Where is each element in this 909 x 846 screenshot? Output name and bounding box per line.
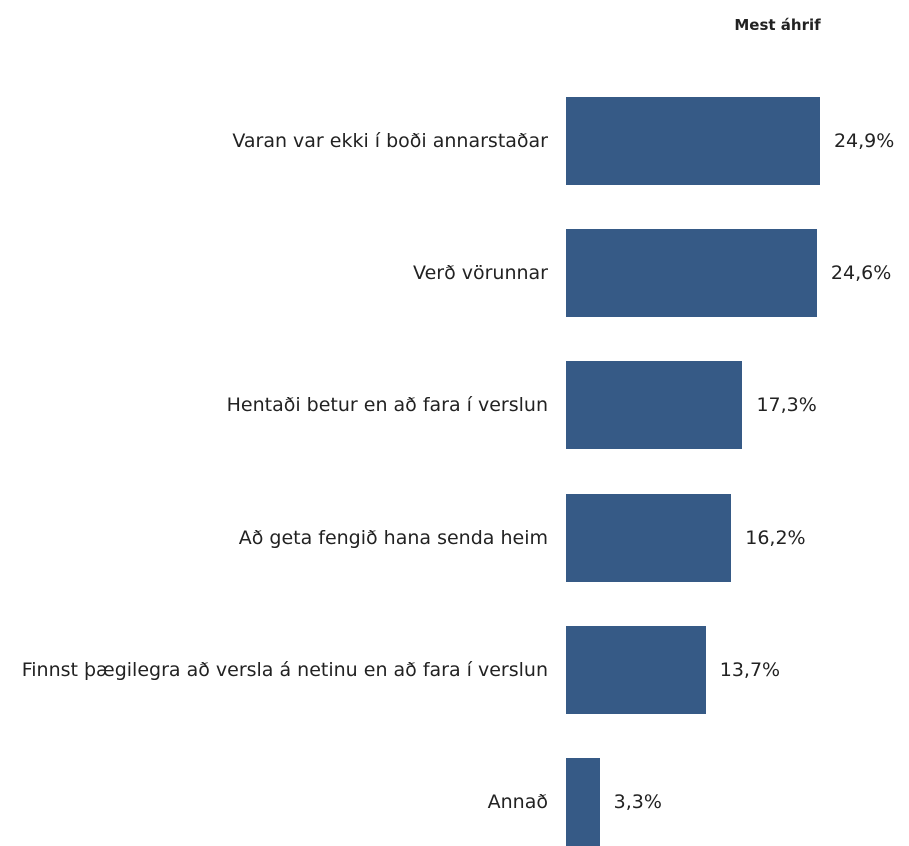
category-label: Finnst þægilegra að versla á netinu en a…: [21, 658, 548, 681]
category-label: Varan var ekki í boði annarstaðar: [232, 130, 548, 152]
bar: [566, 758, 600, 846]
bar: [566, 493, 732, 582]
category-label: Hentaði betur en að fara í verslun: [226, 394, 548, 417]
value-label: 3,3%: [613, 791, 662, 813]
category-label: Að geta fengið hana senda heim: [238, 526, 548, 549]
category-label: Annað: [487, 791, 548, 813]
chart-title: Mest áhrif: [734, 16, 821, 34]
bar: [566, 229, 817, 318]
value-label: 24,6%: [830, 262, 892, 285]
value-label: 17,3%: [756, 394, 817, 417]
value-label: 13,7%: [719, 658, 781, 681]
value-label: 24,9%: [833, 130, 895, 152]
value-label: 16,2%: [745, 526, 806, 549]
bar: [566, 361, 743, 450]
bar: [566, 97, 820, 185]
category-label: Verð vörunnar: [413, 262, 548, 285]
bar: [566, 625, 706, 714]
